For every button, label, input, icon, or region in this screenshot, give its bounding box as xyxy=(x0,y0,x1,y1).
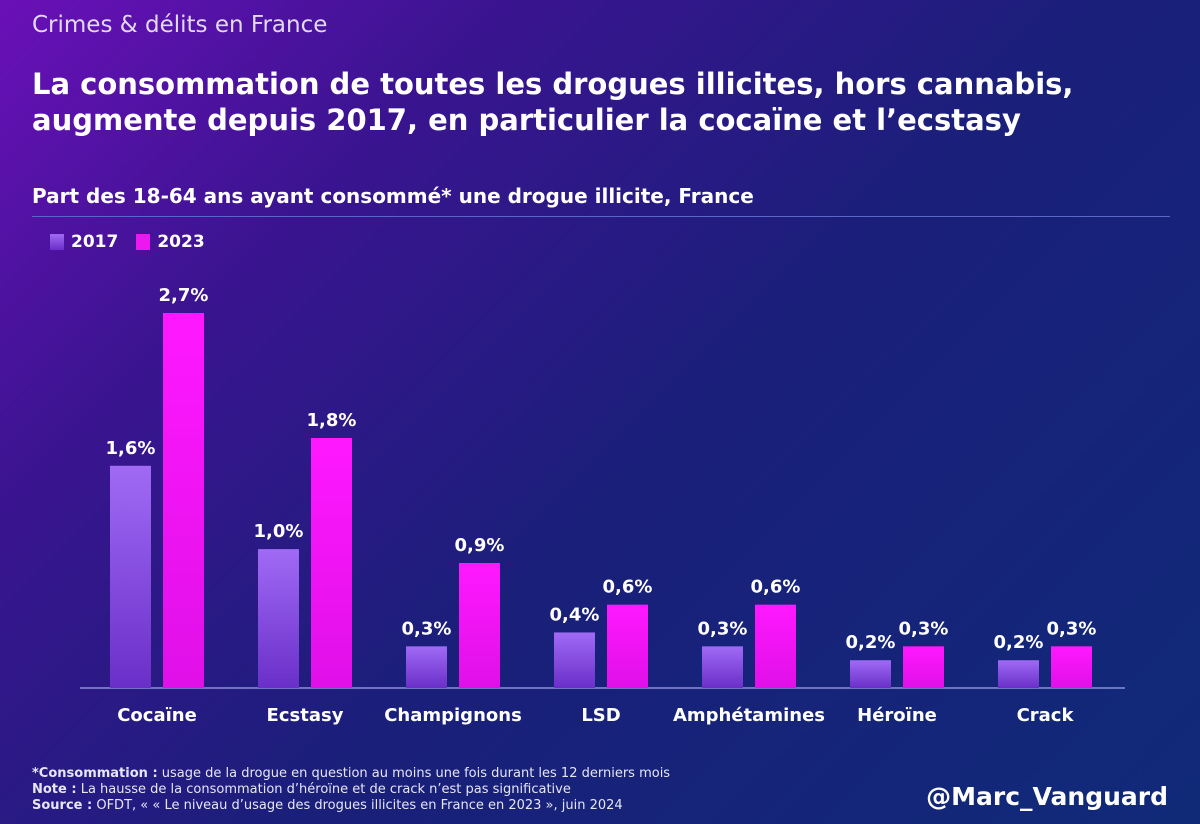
data-label-2023-4: 0,6% xyxy=(751,577,801,598)
kicker-text: Crimes & délits en France xyxy=(32,12,328,38)
bar-2023-4 xyxy=(755,604,796,688)
divider xyxy=(32,216,1170,217)
bar-2017-3 xyxy=(554,632,595,688)
data-label-2023-2: 0,9% xyxy=(455,535,505,556)
bar-2017-2 xyxy=(406,646,447,688)
legend-item-2017: 2017 xyxy=(50,232,118,252)
data-label-2023-1: 1,8% xyxy=(307,410,357,431)
footnote-note: Note : La hausse de la consommation d’hé… xyxy=(32,782,670,798)
legend-item-2023: 2023 xyxy=(136,232,205,252)
legend-label-2017: 2017 xyxy=(71,232,119,252)
bar-2023-6 xyxy=(1051,646,1092,688)
footnote-note-text: La hausse de la consommation d’héroïne e… xyxy=(76,782,571,797)
bar-2023-2 xyxy=(459,563,500,688)
category-label-3: LSD xyxy=(581,705,620,726)
category-label-0: Cocaïne xyxy=(117,705,197,726)
data-label-2023-0: 2,7% xyxy=(159,285,209,306)
data-label-2017-5: 0,2% xyxy=(846,632,896,653)
bar-2017-6 xyxy=(998,660,1039,688)
bar-2023-3 xyxy=(607,604,648,688)
footnote-source-label: Source : xyxy=(32,798,93,813)
bar-2017-4 xyxy=(702,646,743,688)
chart-title: La consommation de toutes les drogues il… xyxy=(32,67,1074,137)
category-label-2: Champignons xyxy=(384,705,522,726)
footnotes: *Consommation : usage de la drogue en qu… xyxy=(32,766,670,814)
data-label-2017-4: 0,3% xyxy=(698,618,748,639)
footnote-note-label: Note : xyxy=(32,782,77,797)
legend-label-2023: 2023 xyxy=(157,232,205,252)
data-label-2017-0: 1,6% xyxy=(106,438,156,459)
bar-2017-0 xyxy=(110,465,151,688)
bar-2017-1 xyxy=(258,549,299,688)
category-label-1: Ecstasy xyxy=(267,705,344,726)
bar-2017-5 xyxy=(850,660,891,688)
data-label-2023-6: 0,3% xyxy=(1047,618,1097,639)
bar-2023-1 xyxy=(311,438,352,688)
category-label-4: Amphétamines xyxy=(673,705,825,726)
data-label-2017-2: 0,3% xyxy=(402,618,452,639)
legend: 2017 2023 xyxy=(50,232,205,252)
footnote-source-text: OFDT, « « Le niveau d’usage des drogues … xyxy=(92,798,623,813)
data-label-2023-5: 0,3% xyxy=(899,618,949,639)
legend-swatch-2023 xyxy=(136,234,151,250)
category-label-5: Héroïne xyxy=(857,705,937,726)
bar-2023-5 xyxy=(903,646,944,688)
chart-subtitle: Part des 18-64 ans ayant consommé* une d… xyxy=(32,184,754,208)
data-label-2017-3: 0,4% xyxy=(550,604,600,625)
category-label-6: Crack xyxy=(1017,705,1075,726)
footnote-definition-text: usage de la drogue en question au moins … xyxy=(157,766,671,781)
footnote-definition: *Consommation : usage de la drogue en qu… xyxy=(32,766,670,782)
footnote-source: Source : OFDT, « « Le niveau d’usage des… xyxy=(32,798,670,814)
author-handle: @Marc_Vanguard xyxy=(926,782,1168,811)
footnote-definition-label: *Consommation : xyxy=(32,766,158,781)
data-label-2017-1: 1,0% xyxy=(254,521,304,542)
legend-swatch-2017 xyxy=(50,234,64,250)
data-label-2023-3: 0,6% xyxy=(603,577,653,598)
bar-2023-0 xyxy=(163,313,204,688)
data-label-2017-6: 0,2% xyxy=(994,632,1044,653)
